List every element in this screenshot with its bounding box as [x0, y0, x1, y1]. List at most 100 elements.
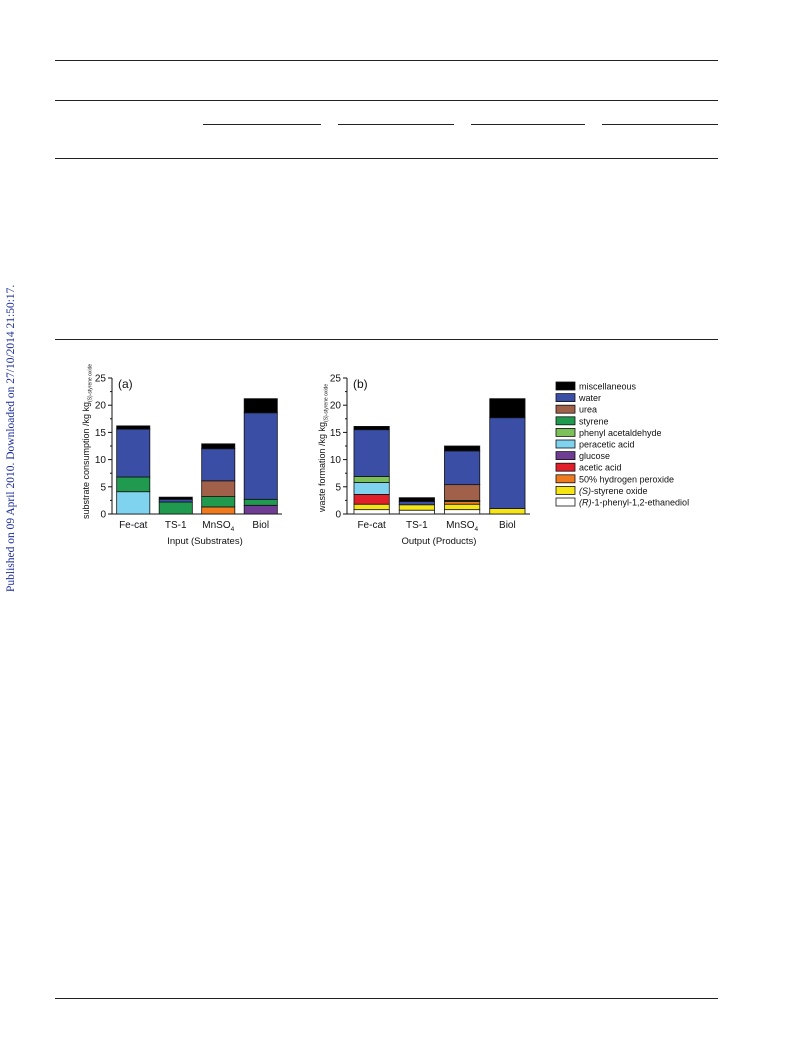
panel-b-xtick-label: TS-1: [406, 520, 428, 531]
panel-b-bar-h2o2: [444, 501, 481, 505]
panel-b-bar-water: [444, 450, 481, 486]
panel-b-ytick-label: 25: [330, 374, 342, 385]
rule-col-3: [471, 124, 585, 125]
panel-b-bar-misc: [444, 445, 481, 452]
panel-b-ylabel-sub: (S)-styrene oxide: [324, 384, 330, 422]
panel-b-bar-misc: [353, 426, 390, 431]
legend-label-glucose: glucose: [579, 451, 610, 461]
panel-b-bar-phenylacet: [353, 476, 390, 483]
legend-swatch-water: [555, 393, 576, 403]
legend-label-peracetic: peracetic acid: [579, 440, 635, 450]
panel-a-bar-styrene: [116, 476, 151, 493]
panel-a-bar-urea: [201, 480, 236, 497]
svg-text:waste formation /kg kg(S)-styr: waste formation /kg kg(S)-styrene oxide: [317, 384, 330, 513]
panel-a-bar-peracetic: [116, 491, 151, 515]
panel-b-bar-water: [398, 501, 435, 506]
panel-b-xtick-label: MnSO4: [446, 520, 478, 533]
panel-b-bar-water: [489, 417, 526, 509]
panel-b-bar-styreneoxide: [353, 503, 390, 511]
legend-swatch-acetic: [555, 462, 576, 472]
panel-b-bar-misc: [489, 398, 526, 419]
rule-page-bottom: [55, 998, 718, 999]
panel-b-bar-diol: [398, 509, 435, 515]
legend-label-misc: miscellaneous: [579, 382, 637, 392]
panel-a-ylabel-text: substrate consumption /kg kg: [81, 402, 91, 519]
panel-a-xtick-label: TS-1: [165, 520, 187, 531]
panel-a-xtitle: Input (Substrates): [167, 536, 243, 547]
panel-b-bar-water: [353, 429, 390, 477]
panel-b-ytick-label: 5: [335, 482, 341, 493]
panel-b-ytick-label: 0: [335, 510, 341, 521]
panel-b-label: (b): [353, 377, 368, 391]
panel-a-bar-water: [201, 448, 236, 482]
legend-swatch-styrene: [555, 416, 576, 426]
panel-a-bar-misc: [158, 496, 193, 500]
panel-a: (a) substrate consumption /kg kg(S)-styr…: [81, 364, 282, 547]
legend-label-acetic: acetic acid: [579, 463, 622, 473]
panel-a-ytick-label: 0: [100, 510, 106, 521]
panel-b-ytick-label: 15: [330, 428, 342, 439]
panel-a-bar-misc: [201, 443, 236, 450]
legend-label-water: water: [578, 393, 601, 403]
panel-a-ytick-label: 15: [95, 428, 107, 439]
panel-a-ytick-label: 5: [100, 482, 106, 493]
panel-b-ylabel: waste formation /kg kg(S)-styrene oxide: [317, 384, 330, 513]
panel-a-ylabel-sub: (S)-styrene oxide: [88, 364, 94, 402]
panel-a-xtick-label: MnSO4: [202, 520, 234, 533]
legend-swatch-diol: [555, 497, 576, 507]
panel-b-bar-acetic: [353, 494, 390, 505]
panel-b-xtick-label: Biol: [499, 520, 516, 531]
legend-label-h2o2: 50% hydrogen peroxide: [579, 474, 674, 484]
legend-label-styreneoxide: (S)-styrene oxide: [579, 486, 648, 496]
legend-swatch-glucose: [555, 451, 576, 461]
panel-b-xtick-label: Fe-cat: [357, 520, 386, 531]
panel-b-xtitle: Output (Products): [402, 536, 477, 547]
panel-b-bar-misc: [398, 497, 435, 502]
panel-b-bar-diol: [353, 509, 390, 515]
panel-a-ylabel: substrate consumption /kg kg(S)-styrene …: [81, 364, 94, 519]
panel-a-ytick-label: 25: [95, 374, 107, 385]
panel-a-bar-glucose: [243, 504, 278, 515]
panel-a-ytick-label: 20: [95, 401, 107, 412]
panel-a-xtick-label: Biol: [252, 520, 269, 531]
rule-header-bottom: [55, 158, 718, 159]
panel-a-bar-styrene: [243, 498, 278, 506]
panel-b-bar-styreneoxide: [398, 504, 435, 511]
panel-b-bar-styreneoxide: [489, 508, 526, 515]
panel-b: (b) waste formation /kg kg(S)-styrene ox…: [317, 374, 530, 547]
rule-col-2: [338, 124, 454, 125]
panel-a-bar-misc: [243, 398, 278, 414]
panel-a-bar-water: [158, 498, 193, 503]
legend-swatch-styreneoxide: [555, 485, 576, 495]
panel-b-ylabel-text: waste formation /kg kg: [317, 422, 327, 513]
panel-a-bar-water: [116, 428, 151, 478]
panel-b-plot: 0 5 10 15 20 25 Fe-cat TS-1 MnSO4 Biol: [330, 374, 530, 533]
rule-col-1: [203, 124, 321, 125]
rule-top: [55, 60, 718, 61]
rule-col-4: [602, 124, 718, 125]
panel-b-ytick-label: 10: [330, 455, 342, 466]
svg-text:substrate consumption /kg kg(S: substrate consumption /kg kg(S)-styrene …: [81, 364, 94, 519]
panel-a-bar-h2o2: [201, 506, 236, 515]
legend-swatch-peracetic: [555, 439, 576, 449]
legend-swatch-misc: [555, 381, 576, 391]
panel-b-bar-diol: [444, 509, 481, 515]
panel-a-bar-misc: [116, 425, 151, 430]
panel-a-bar-water: [243, 412, 278, 500]
legend-swatch-phenylacet: [555, 427, 576, 437]
panel-b-bar-peracetic: [353, 482, 390, 495]
legend-swatch-urea: [555, 404, 576, 414]
rule-header: [55, 100, 718, 101]
legend-swatch-h2o2: [555, 474, 576, 484]
panel-a-bar-styrene: [158, 501, 193, 515]
panel-a-xtick-label: Fe-cat: [119, 520, 148, 531]
panel-b-ytick-label: 20: [330, 401, 342, 412]
legend-label-phenylacet: phenyl acetaldehyde: [579, 428, 662, 438]
legend-label-diol: (R)-1-phenyl-1,2-ethanediol: [579, 498, 689, 508]
panel-b-bar-urea: [444, 484, 481, 501]
panel-a-label: (a): [118, 377, 133, 391]
panel-a-plot: 0 5 10 15 20 25 Fe-cat TS-1 MnSO4 Biol: [95, 374, 282, 533]
panel-a-ytick-label: 10: [95, 455, 107, 466]
